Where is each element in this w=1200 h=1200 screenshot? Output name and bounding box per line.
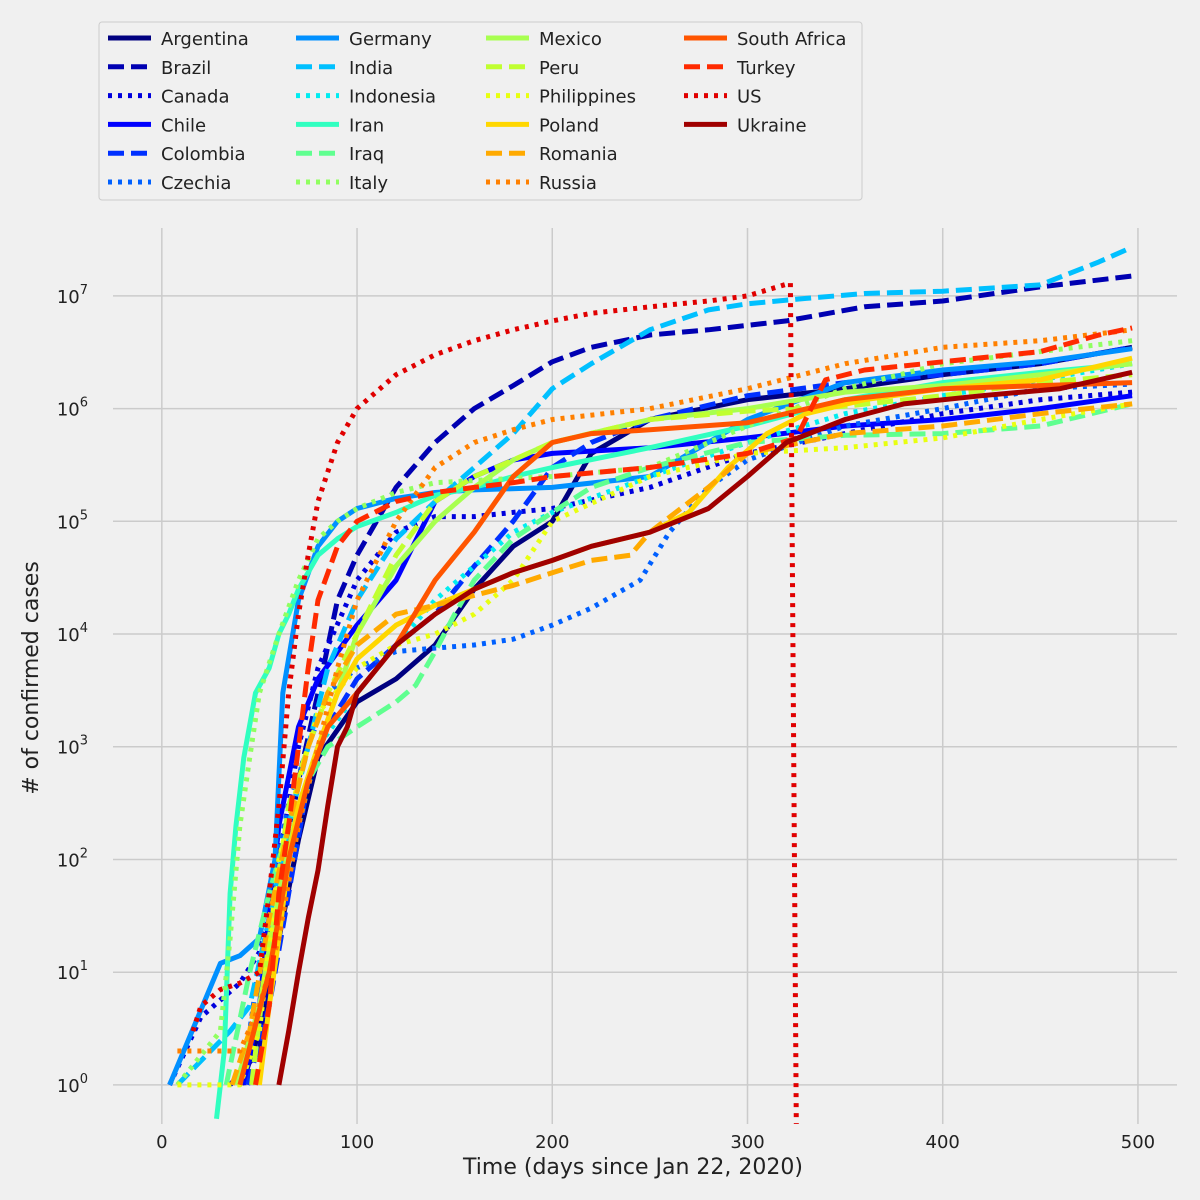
y-axis-label: # of confirmed cases [19, 561, 44, 795]
legend-label: Iraq [349, 144, 384, 165]
y-tick-label: 104 [57, 621, 88, 646]
legend-label: Ukraine [737, 115, 807, 136]
y-tick-label: 106 [57, 396, 88, 421]
tick-labels: 0 100 200 300 400 500 100 101 102 103 104 105 106 107 [57, 283, 1155, 1153]
legend-label: Poland [539, 115, 599, 136]
series-line-turkey [253, 325, 1133, 1086]
x-axis-label: Time (days since Jan 22, 2020) [462, 1155, 803, 1180]
series-line-russia [177, 327, 1133, 1054]
series-line-philippines [177, 401, 1133, 1088]
series-line-romania [229, 401, 1133, 1086]
x-tick-label: 300 [730, 1132, 764, 1153]
x-tick-label: 400 [926, 1132, 960, 1153]
x-tick-label: 500 [1121, 1132, 1155, 1153]
legend-label: Czechia [161, 173, 231, 194]
legend-label: India [349, 58, 393, 79]
legend-label: US [737, 87, 762, 108]
series-line-ukraine [276, 369, 1133, 1086]
legend-label: Argentina [161, 29, 249, 50]
legend-label: Peru [539, 58, 579, 79]
legend-label: South Africa [737, 29, 846, 50]
series-line-south-africa [237, 380, 1133, 1086]
legend-label: Indonesia [349, 87, 436, 108]
legend-label: Germany [349, 29, 432, 50]
legend-label: Russia [539, 173, 597, 194]
x-tick-label: 0 [156, 1132, 167, 1153]
series-line-us [190, 280, 799, 1124]
x-tick-label: 100 [340, 1132, 374, 1153]
legend-label: Turkey [736, 58, 796, 79]
y-tick-label: 101 [57, 959, 88, 984]
legend-label: Mexico [539, 29, 602, 50]
y-tick-label: 102 [57, 846, 88, 871]
legend-label: Italy [349, 173, 388, 194]
series-line-czechia [237, 381, 1133, 1086]
legend: Argentina Brazil Canada Chile Colombia Czechi… [98, 21, 863, 201]
y-tick-label: 100 [57, 1072, 88, 1097]
legend-label: Philippines [539, 87, 636, 108]
y-tick-label: 103 [57, 734, 88, 759]
legend-label: Brazil [161, 58, 211, 79]
legend-label: Canada [161, 87, 230, 108]
y-tick-label: 105 [57, 508, 88, 533]
legend-label: Romania [539, 144, 618, 165]
legend-label: Chile [161, 115, 206, 136]
x-tick-label: 200 [535, 1132, 569, 1153]
legend-label: Colombia [161, 144, 246, 165]
legend-label: Iran [349, 115, 384, 136]
series-layer [167, 244, 1134, 1124]
legend-frame [98, 21, 863, 201]
y-tick-label: 107 [57, 283, 88, 308]
